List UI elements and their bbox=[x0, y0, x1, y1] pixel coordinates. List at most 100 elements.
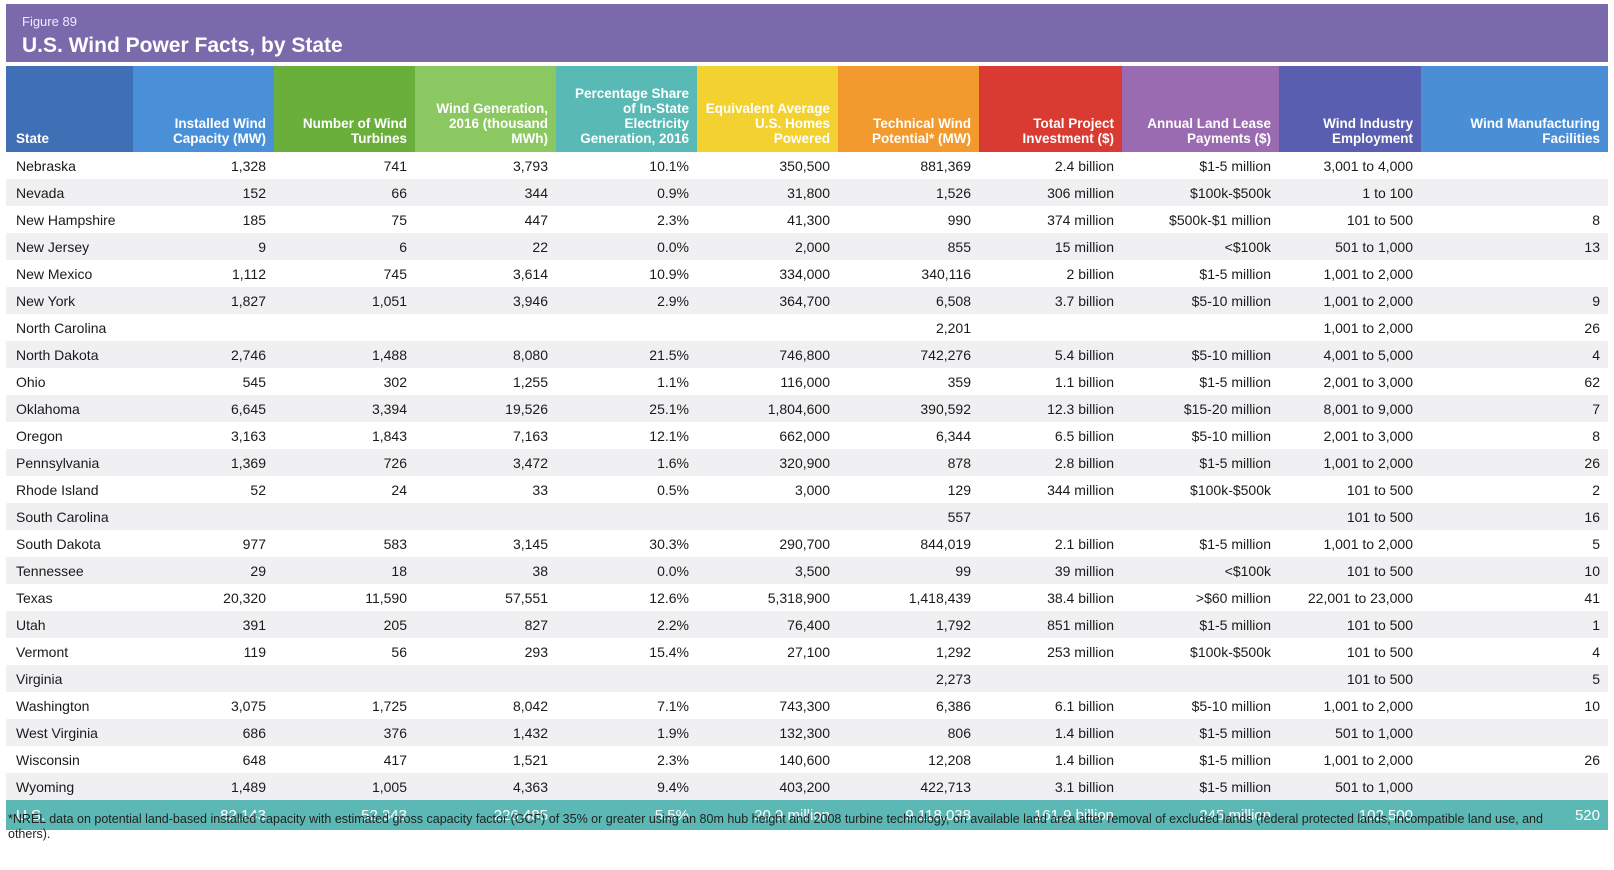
table-cell: 8,001 to 9,000 bbox=[1279, 395, 1421, 422]
table-cell: 364,700 bbox=[697, 287, 838, 314]
table-cell: 359 bbox=[838, 368, 979, 395]
table-row: Nebraska 1,328 741 3,793 10.1% 350,500 881,369… bbox=[6, 152, 1608, 179]
table-cell: 2.2% bbox=[556, 611, 697, 638]
total-cell: 226,485 bbox=[415, 800, 556, 830]
table-cell: 1,418,439 bbox=[838, 584, 979, 611]
total-label-cell: U.S. bbox=[6, 800, 133, 830]
table-cell: 4 bbox=[1421, 341, 1608, 368]
table-cell bbox=[979, 665, 1122, 692]
table-cell: 350,500 bbox=[697, 152, 838, 179]
table-cell: 2.9% bbox=[556, 287, 697, 314]
table-cell: 977 bbox=[133, 530, 274, 557]
table-cell bbox=[556, 503, 697, 530]
table-cell: 1,432 bbox=[415, 719, 556, 746]
table-cell: 5.4 billion bbox=[979, 341, 1122, 368]
table-cell: 2.1 billion bbox=[979, 530, 1122, 557]
state-cell: Tennessee bbox=[6, 557, 133, 584]
table-cell: $1-5 million bbox=[1122, 152, 1279, 179]
state-cell: New York bbox=[6, 287, 133, 314]
table-cell: 0.5% bbox=[556, 476, 697, 503]
table-cell: 320,900 bbox=[697, 449, 838, 476]
state-cell: Washington bbox=[6, 692, 133, 719]
table-cell: 583 bbox=[274, 530, 415, 557]
column-header: Wind Industry Employment bbox=[1279, 66, 1421, 152]
column-header: Number of Wind Turbines bbox=[274, 66, 415, 152]
table-cell: 30.3% bbox=[556, 530, 697, 557]
table-cell: 1,005 bbox=[274, 773, 415, 800]
table-cell: 66 bbox=[274, 179, 415, 206]
table-cell: 101 to 500 bbox=[1279, 476, 1421, 503]
table-cell: 344 million bbox=[979, 476, 1122, 503]
total-cell: 5.5% bbox=[556, 800, 697, 830]
table-cell: 26 bbox=[1421, 746, 1608, 773]
table-cell: 340,116 bbox=[838, 260, 979, 287]
state-cell: South Carolina bbox=[6, 503, 133, 530]
table-cell: 15 million bbox=[979, 233, 1122, 260]
table-cell: $5-10 million bbox=[1122, 422, 1279, 449]
table-cell: 1,725 bbox=[274, 692, 415, 719]
table-cell: 557 bbox=[838, 503, 979, 530]
table-cell: 7,163 bbox=[415, 422, 556, 449]
table-cell: 1,488 bbox=[274, 341, 415, 368]
table-cell bbox=[133, 314, 274, 341]
table-cell: 38 bbox=[415, 557, 556, 584]
total-cell: 161.9 billion bbox=[979, 800, 1122, 830]
table-cell: 21.5% bbox=[556, 341, 697, 368]
table-cell: 10.1% bbox=[556, 152, 697, 179]
table-row: Vermont 119 56 293 15.4% 27,100 1,292 253 milli… bbox=[6, 638, 1608, 665]
table-cell: 726 bbox=[274, 449, 415, 476]
table-cell: 2 bbox=[1421, 476, 1608, 503]
table-cell: 5,318,900 bbox=[697, 584, 838, 611]
table-cell: 12.6% bbox=[556, 584, 697, 611]
table-cell bbox=[1122, 665, 1279, 692]
table-cell: 3,614 bbox=[415, 260, 556, 287]
table-cell: 422,713 bbox=[838, 773, 979, 800]
table-cell: 140,600 bbox=[697, 746, 838, 773]
total-cell: 245 million bbox=[1122, 800, 1279, 830]
table-cell: 4,001 to 5,000 bbox=[1279, 341, 1421, 368]
table-cell: 38.4 billion bbox=[979, 584, 1122, 611]
table-cell: <$100k bbox=[1122, 233, 1279, 260]
table-cell: 26 bbox=[1421, 314, 1608, 341]
table-cell: 185 bbox=[133, 206, 274, 233]
table-cell: 6.1 billion bbox=[979, 692, 1122, 719]
table-cell: 205 bbox=[274, 611, 415, 638]
table-cell: 1.1 billion bbox=[979, 368, 1122, 395]
table-cell bbox=[415, 503, 556, 530]
table-cell: 12.3 billion bbox=[979, 395, 1122, 422]
table-cell: 1.4 billion bbox=[979, 746, 1122, 773]
table-cell: 10 bbox=[1421, 692, 1608, 719]
table-cell: $5-10 million bbox=[1122, 341, 1279, 368]
table-cell bbox=[1122, 503, 1279, 530]
table-cell: $100k-$500k bbox=[1122, 476, 1279, 503]
table-row: Oregon 3,163 1,843 7,163 12.1% 662,000 6,344 6.… bbox=[6, 422, 1608, 449]
table-cell: 1.9% bbox=[556, 719, 697, 746]
table-row: South Carolina 557 101 to 500 16 bbox=[6, 503, 1608, 530]
table-cell: 39 million bbox=[979, 557, 1122, 584]
table-cell: 10.9% bbox=[556, 260, 697, 287]
table-cell: 1,489 bbox=[133, 773, 274, 800]
footnote: *NREL data on potential land-based insta… bbox=[8, 812, 1543, 841]
table-cell: 1,001 to 2,000 bbox=[1279, 314, 1421, 341]
state-cell: New Hampshire bbox=[6, 206, 133, 233]
table-cell: 5 bbox=[1421, 665, 1608, 692]
table-cell: 27,100 bbox=[697, 638, 838, 665]
table-cell: 1 bbox=[1421, 611, 1608, 638]
table-cell: 1,292 bbox=[838, 638, 979, 665]
table-row: New Mexico 1,112 745 3,614 10.9% 334,000 340,1… bbox=[6, 260, 1608, 287]
table-cell: 16 bbox=[1421, 503, 1608, 530]
table-cell bbox=[697, 503, 838, 530]
table-cell: 1,051 bbox=[274, 287, 415, 314]
state-cell: Texas bbox=[6, 584, 133, 611]
table-cell: 6.5 billion bbox=[979, 422, 1122, 449]
table-cell bbox=[1421, 773, 1608, 800]
table-cell: 75 bbox=[274, 206, 415, 233]
table-cell: 116,000 bbox=[697, 368, 838, 395]
table-cell bbox=[697, 314, 838, 341]
table-cell: 6,344 bbox=[838, 422, 979, 449]
table-cell: 1 to 100 bbox=[1279, 179, 1421, 206]
table-row: Rhode Island 52 24 33 0.5% 3,000 129 344 millio… bbox=[6, 476, 1608, 503]
table-cell: 9.4% bbox=[556, 773, 697, 800]
table-cell: 9 bbox=[1421, 287, 1608, 314]
